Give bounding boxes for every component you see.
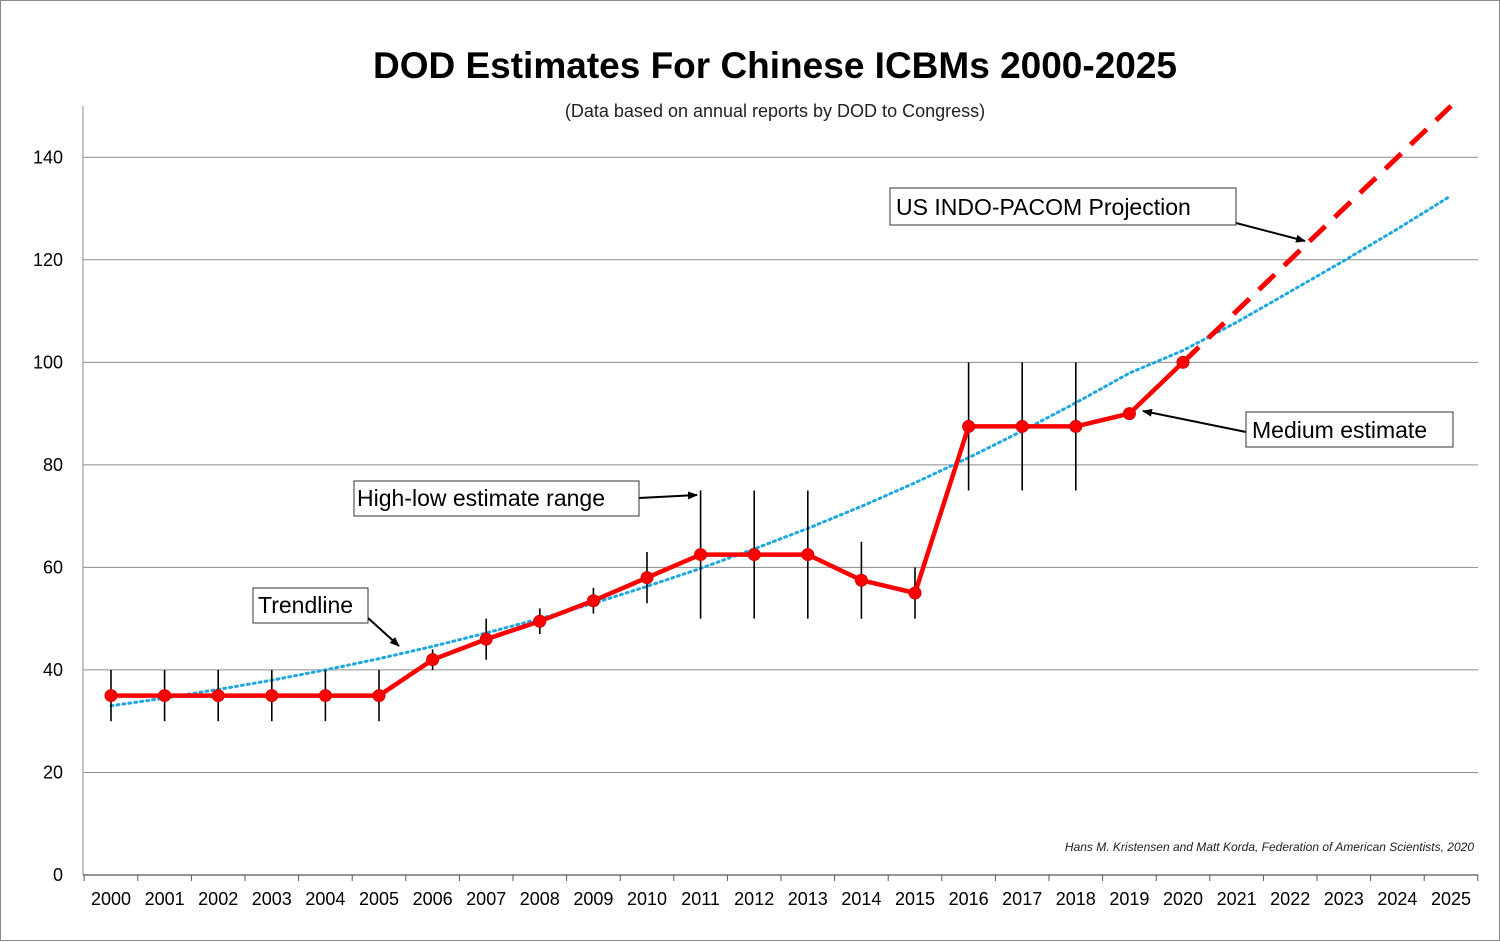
medium-estimate-point bbox=[1015, 419, 1029, 433]
axes: 0 20 40 60 80 100 120 140 2000 2001 2002 2003 2004 20… bbox=[33, 106, 1479, 909]
annotation-label: High-low estimate range bbox=[357, 485, 605, 511]
medium-estimate-point bbox=[640, 571, 654, 585]
annotation-box bbox=[353, 480, 640, 517]
y-tick-label: 60 bbox=[43, 557, 63, 577]
data-points bbox=[104, 355, 1190, 703]
medium-estimate-point bbox=[318, 689, 332, 703]
annotations: US INDO-PACOM Projection Medium estimate H… bbox=[252, 187, 1454, 647]
medium-estimate-point bbox=[158, 689, 172, 703]
medium-estimate-point bbox=[747, 548, 761, 562]
x-tick-label: 2000 bbox=[91, 889, 131, 909]
x-tick-label: 2006 bbox=[413, 889, 453, 909]
x-tick-label: 2020 bbox=[1163, 889, 1203, 909]
medium-estimate-point bbox=[372, 689, 386, 703]
y-tick-label: 100 bbox=[33, 352, 63, 372]
medium-estimate-point bbox=[211, 689, 225, 703]
x-tick-label: 2010 bbox=[627, 889, 667, 909]
medium-estimate-point bbox=[908, 586, 922, 600]
x-tick-label: 2022 bbox=[1270, 889, 1310, 909]
annotation-box bbox=[1245, 411, 1454, 448]
x-tick-label: 2011 bbox=[681, 889, 720, 909]
medium-estimate-point bbox=[694, 548, 708, 562]
x-tick-label: 2005 bbox=[359, 889, 399, 909]
y-tick-label: 20 bbox=[43, 762, 63, 782]
x-tick-label: 2017 bbox=[1002, 889, 1042, 909]
medium-estimate-point bbox=[104, 689, 118, 703]
x-tick-label: 2001 bbox=[145, 889, 185, 909]
medium-estimate-point bbox=[1069, 419, 1083, 433]
trendline bbox=[109, 194, 1453, 708]
annotation-label: Medium estimate bbox=[1252, 417, 1427, 443]
annotation-box bbox=[889, 187, 1237, 226]
y-tick-label: 80 bbox=[43, 455, 63, 475]
x-tick-label: 2021 bbox=[1217, 889, 1257, 909]
medium-estimate-point bbox=[479, 632, 493, 646]
x-tick-label: 2004 bbox=[305, 889, 345, 909]
medium-estimate-point bbox=[801, 548, 815, 562]
medium-estimate-point bbox=[265, 689, 279, 703]
chart-subtitle: (Data based on annual reports by DOD to … bbox=[565, 101, 985, 121]
x-tick-label: 2002 bbox=[198, 889, 238, 909]
trendline-series bbox=[109, 194, 1453, 708]
medium-estimate-point bbox=[1122, 407, 1136, 421]
x-tick-label: 2023 bbox=[1324, 889, 1364, 909]
medium-estimate-point bbox=[854, 573, 868, 587]
medium-estimate-point bbox=[533, 614, 547, 628]
x-tick-label: 2007 bbox=[466, 889, 506, 909]
x-tick-label: 2019 bbox=[1109, 889, 1149, 909]
y-tick-label: 140 bbox=[33, 147, 63, 167]
medium-estimate-point bbox=[962, 419, 976, 433]
x-tick-label: 2003 bbox=[252, 889, 292, 909]
x-tick-label: 2018 bbox=[1056, 889, 1096, 909]
y-tick-label: 0 bbox=[53, 865, 63, 885]
x-tick-label: 2015 bbox=[895, 889, 935, 909]
x-tick-label: 2008 bbox=[520, 889, 560, 909]
x-tick-label: 2014 bbox=[841, 889, 881, 909]
medium-estimate-point bbox=[426, 653, 440, 667]
x-tick-label: 2025 bbox=[1431, 889, 1471, 909]
medium-estimate-point bbox=[1176, 355, 1190, 369]
gridlines bbox=[83, 156, 1478, 773]
annotation-label: Trendline bbox=[258, 592, 353, 618]
x-tick-label: 2009 bbox=[573, 889, 613, 909]
annotation-arrow bbox=[367, 617, 400, 647]
medium-estimate-point bbox=[586, 594, 600, 608]
annotation-label: US INDO-PACOM Projection bbox=[896, 194, 1191, 220]
chart-credit: Hans M. Kristensen and Matt Korda, Feder… bbox=[1065, 840, 1474, 854]
chart-title: DOD Estimates For Chinese ICBMs 2000-202… bbox=[373, 45, 1177, 86]
annotation-arrow bbox=[1235, 222, 1306, 243]
annotation-arrow bbox=[1142, 408, 1247, 433]
annotation-arrow bbox=[638, 491, 698, 500]
x-tick-label: 2024 bbox=[1377, 889, 1417, 909]
x-tick-label: 2016 bbox=[949, 889, 989, 909]
x-tick-label: 2012 bbox=[734, 889, 774, 909]
x-tick-label: 2013 bbox=[788, 889, 828, 909]
y-tick-label: 120 bbox=[33, 250, 63, 270]
annotation-box bbox=[252, 587, 369, 624]
y-tick-label: 40 bbox=[43, 660, 63, 680]
projection-line bbox=[1181, 104, 1453, 365]
